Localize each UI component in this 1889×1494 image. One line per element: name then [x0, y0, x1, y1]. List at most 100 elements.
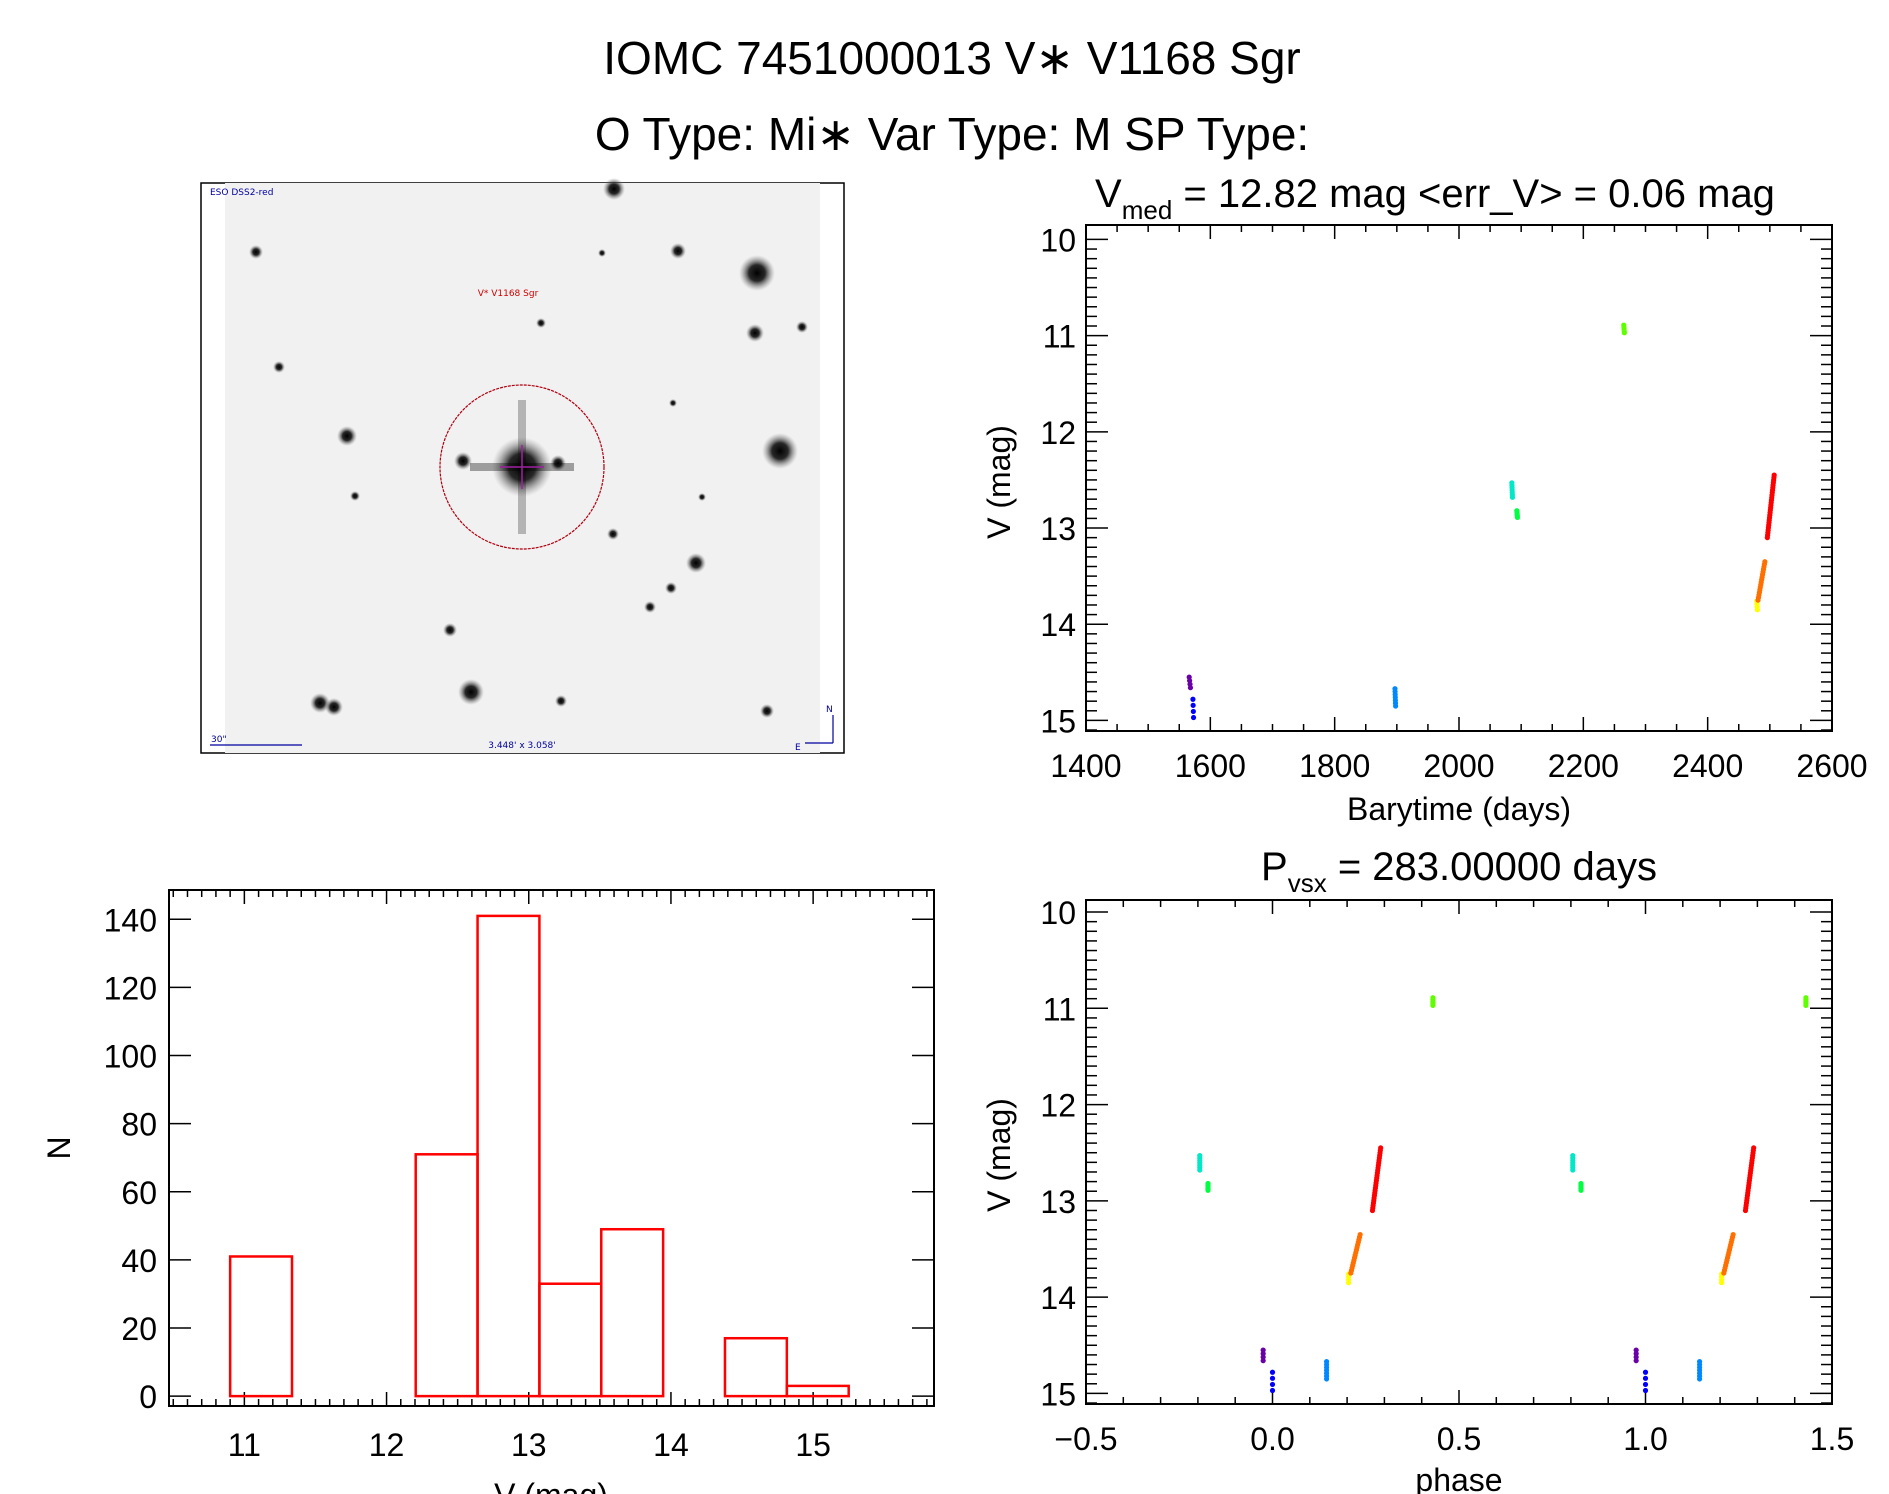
x-tick-label: −0.5 — [1054, 1421, 1117, 1457]
data-point — [1718, 1280, 1725, 1286]
x-tick-label: 11 — [228, 1427, 261, 1463]
x-tick-label: 15 — [795, 1427, 831, 1463]
data-point — [1803, 1002, 1809, 1009]
data-point — [1771, 472, 1777, 478]
histogram-xlabel: V (mag) — [494, 1477, 608, 1494]
y-tick-label: 40 — [121, 1243, 157, 1279]
star — [686, 553, 706, 573]
y-tick-label: 140 — [104, 902, 157, 938]
data-point — [1621, 330, 1627, 336]
x-tick-label: 12 — [369, 1427, 405, 1463]
data-point — [1514, 514, 1521, 521]
y-tick-label: 15 — [1040, 1376, 1076, 1412]
star — [350, 491, 360, 501]
data-point — [1642, 1381, 1649, 1388]
y-tick-label: 0 — [139, 1379, 157, 1415]
y-tick-label: 15 — [1040, 703, 1076, 739]
data-point — [1378, 1145, 1384, 1151]
data-point — [1260, 1358, 1266, 1364]
star — [458, 679, 484, 705]
data-point — [1642, 1375, 1649, 1381]
y-tick-label: 120 — [104, 970, 157, 1006]
x-tick-label: 1.0 — [1623, 1421, 1667, 1457]
x-tick-label: 0.5 — [1437, 1421, 1481, 1457]
finder-target-label: V* V1168 Sgr — [478, 289, 539, 299]
data-point — [1190, 702, 1196, 708]
star — [310, 693, 330, 713]
finder-fov-label: 3.448' x 3.058' — [488, 741, 556, 751]
plot-frame — [1085, 899, 1833, 1405]
data-point — [1642, 1369, 1649, 1375]
star — [555, 695, 567, 707]
star — [454, 452, 472, 470]
data-point — [1269, 1375, 1276, 1381]
data-point — [1430, 1002, 1436, 1009]
finder-chart-image: ESO DSS2-red V* V1168 Sgr 30" 3.448' x 3… — [200, 178, 845, 754]
light-curve-title: Vmed = 12.82 mag <err_V> = 0.06 mag — [1095, 172, 1775, 225]
target-circle — [439, 384, 605, 550]
star — [536, 318, 546, 328]
light-curve-ylabel: V (mag) — [981, 425, 1017, 539]
data-point — [1190, 714, 1197, 721]
title-subscript: vsx — [1288, 868, 1327, 898]
x-tick-label: 2400 — [1672, 748, 1743, 784]
histogram-bar — [723, 1336, 789, 1398]
y-tick-label: 11 — [1043, 991, 1076, 1027]
y-tick-label: 14 — [1040, 607, 1076, 643]
star — [603, 178, 625, 200]
phased-light-curve-plot: Pvsx = 283.00000 days phase V (mag) −0.5… — [981, 845, 1854, 1494]
x-tick-label: 1.5 — [1810, 1421, 1854, 1457]
y-tick-label: 10 — [1040, 222, 1076, 258]
data-point — [1269, 1369, 1276, 1375]
star — [273, 361, 285, 373]
x-tick-label: 14 — [653, 1427, 689, 1463]
star — [665, 582, 677, 594]
star — [337, 426, 357, 446]
histogram-bar — [414, 1153, 479, 1398]
star — [669, 399, 677, 407]
data-point — [1633, 1358, 1639, 1364]
y-tick-label: 12 — [1040, 415, 1076, 451]
star — [796, 321, 808, 333]
histogram-bar — [228, 1255, 294, 1398]
y-tick-label: 10 — [1040, 895, 1076, 931]
data-point — [1392, 703, 1399, 709]
y-tick-label: 100 — [104, 1039, 157, 1075]
star — [325, 698, 343, 716]
star — [644, 601, 656, 613]
histogram-plot: V (mag) N 11 12 13 14 15 0 20 40 60 80 100 120 140 — [41, 889, 935, 1494]
y-tick-label: 11 — [1043, 319, 1076, 355]
x-tick-label: 13 — [511, 1427, 547, 1463]
x-tick-label: 1400 — [1050, 748, 1121, 784]
data-point — [1187, 685, 1194, 691]
data-point — [1323, 1376, 1330, 1382]
title-symbol: P — [1261, 845, 1288, 889]
phased-xlabel: phase — [1415, 1462, 1502, 1494]
title-rest: = 12.82 mag <err_V> = 0.06 mag — [1172, 172, 1775, 216]
y-tick-label: 80 — [121, 1107, 157, 1143]
data-point — [1345, 1280, 1352, 1286]
star — [746, 324, 764, 342]
phased-ylabel: V (mag) — [981, 1098, 1017, 1212]
finder-east-label: E — [795, 743, 801, 753]
histogram-bar — [476, 914, 541, 1398]
y-tick-label: 13 — [1040, 1184, 1076, 1220]
finder-survey-label: ESO DSS2-red — [210, 188, 273, 198]
title-subscript: med — [1122, 195, 1173, 225]
data-point — [1190, 696, 1196, 702]
y-tick-label: 60 — [121, 1175, 157, 1211]
x-tick-label: 2200 — [1548, 748, 1619, 784]
data-point — [1642, 1387, 1649, 1394]
finder-north-label: N — [826, 705, 833, 715]
light-curve-plot: Vmed = 12.82 mag <err_V> = 0.06 mag Bary… — [981, 172, 1868, 827]
y-tick-label: 13 — [1040, 511, 1076, 547]
figure-title-line2: O Type: Mi∗ Var Type: M SP Type: — [595, 108, 1309, 160]
star — [670, 243, 686, 259]
histogram-ylabel: N — [41, 1136, 77, 1159]
data-point — [1269, 1387, 1276, 1394]
star — [760, 704, 774, 718]
star — [739, 255, 775, 291]
histogram-bar — [785, 1384, 850, 1398]
plot-frame — [168, 889, 935, 1407]
